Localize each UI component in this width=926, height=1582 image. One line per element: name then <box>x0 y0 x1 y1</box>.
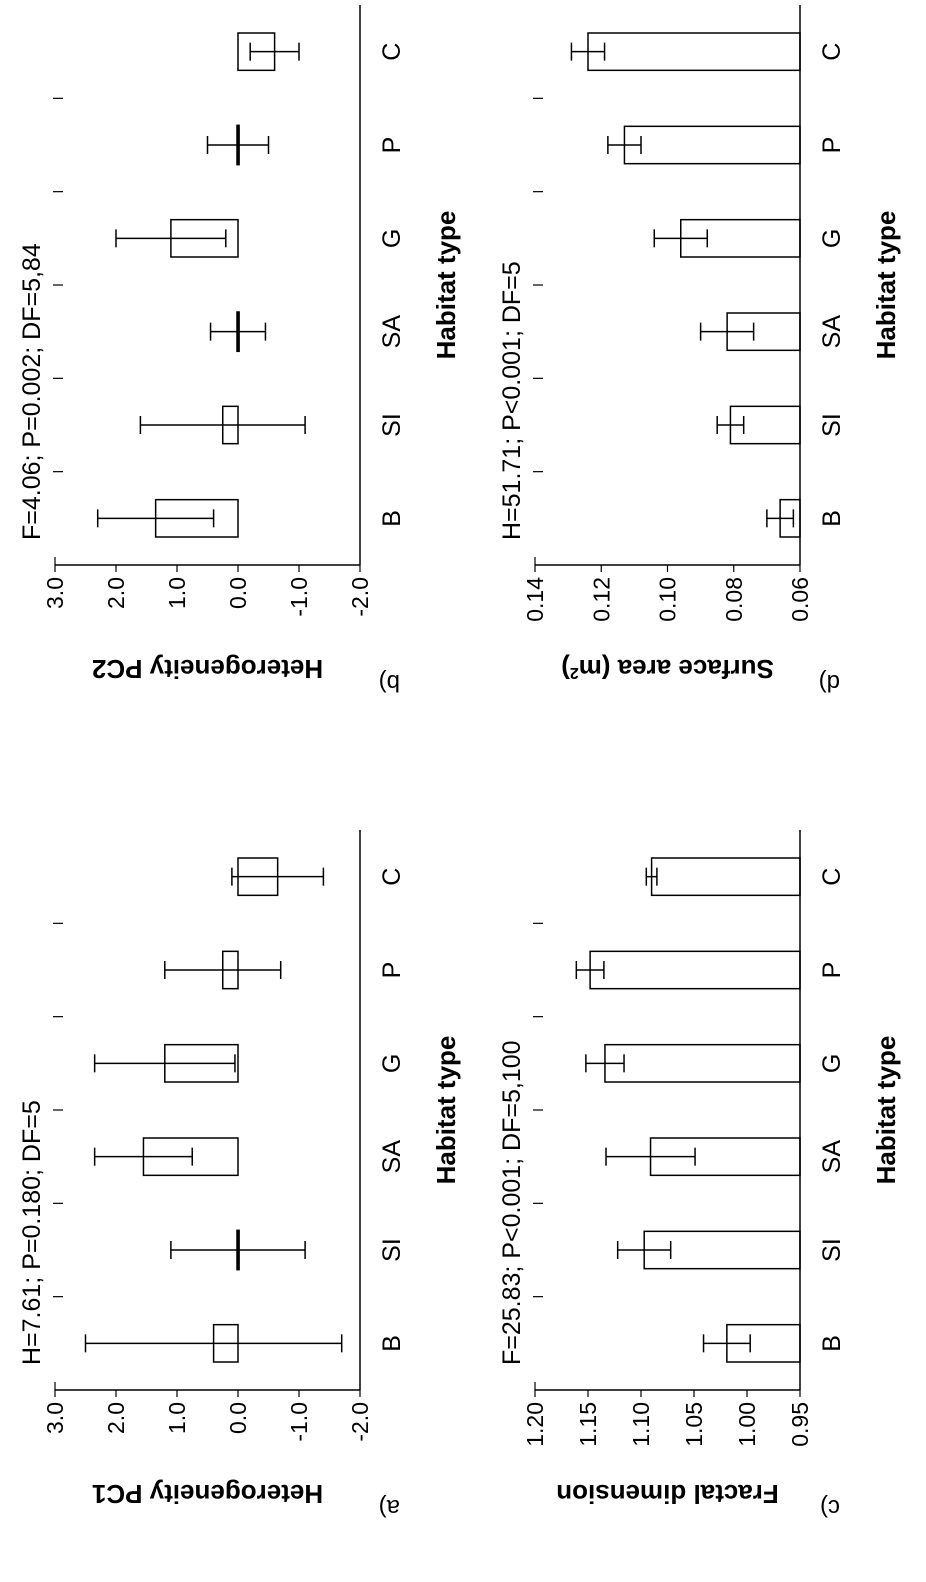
y-tick-label: 3.0 <box>42 1402 68 1434</box>
y-tick-label: 0.10 <box>655 577 681 622</box>
category-label: SI <box>818 413 846 437</box>
y-axis-title: Heterogeneity PC1 <box>92 1479 323 1509</box>
stat-annotation: F=25.83; P<0.001; DF=5,100 <box>498 1040 526 1365</box>
y-axis-title: Fractal dimension <box>556 1479 779 1509</box>
panel-label: b) <box>379 669 400 696</box>
y-tick-label: 2.0 <box>103 1402 129 1434</box>
category-label: C <box>818 43 846 61</box>
y-tick-label: 0.0 <box>225 1402 251 1434</box>
category-label: C <box>818 868 846 886</box>
chart-marks: 0.95 1.00 1.05 1.10 1.15 1.20 B SI SA G P C <box>522 830 846 1447</box>
category-label: P <box>818 137 846 154</box>
y-tick-label: 0.08 <box>721 577 747 622</box>
y-tick-label: 1.15 <box>575 1402 601 1447</box>
chart-marks: -2.0 -1.0 0.0 1.0 2.0 3.0 B SI SA G P C <box>42 5 406 617</box>
bar <box>623 125 801 165</box>
y-tick-label: 1.10 <box>628 1402 654 1447</box>
stat-annotation: H=51.71; P<0.001; DF=5 <box>498 261 526 540</box>
y-tick-label: 0.95 <box>787 1402 813 1447</box>
y-axis-title-end: ) <box>561 654 570 684</box>
category-label: SI <box>378 413 406 437</box>
y-tick-label: 3.0 <box>42 577 68 609</box>
panel-b: b) Heterogeneity PC2 Habitat type F=4.06… <box>18 5 461 696</box>
category-label: P <box>818 962 846 979</box>
x-axis-title: Habitat type <box>871 1036 901 1185</box>
y-tick-label: -1.0 <box>286 577 312 617</box>
category-label: P <box>378 137 406 154</box>
bar <box>587 32 801 72</box>
y-tick-label: -1.0 <box>286 1402 312 1442</box>
category-label: SA <box>378 1140 406 1174</box>
x-axis-title: Habitat type <box>431 1036 461 1185</box>
category-label: SA <box>818 315 846 349</box>
category-label: B <box>818 510 846 527</box>
y-tick-label: 0.06 <box>787 577 813 622</box>
category-label: B <box>818 1335 846 1352</box>
y-tick-label: -2.0 <box>347 1402 373 1442</box>
category-label: C <box>378 43 406 61</box>
panel-label: c) <box>820 1494 840 1521</box>
category-label: G <box>818 229 846 248</box>
category-label: B <box>378 510 406 527</box>
y-tick-label: 1.00 <box>734 1402 760 1447</box>
chart-marks: -2.0 -1.0 0.0 1.0 2.0 3.0 B SI SA G P C <box>42 830 406 1442</box>
stat-annotation: F=4.06; P=0.002; DF=5,84 <box>18 243 46 540</box>
x-axis-title: Habitat type <box>871 211 901 360</box>
y-tick-label: 1.0 <box>164 577 190 609</box>
panel-label: a) <box>379 1494 400 1521</box>
category-label: C <box>378 868 406 886</box>
y-tick-label: 0.0 <box>225 577 251 609</box>
stat-annotation: H=7.61; P=0.180; DF=5 <box>18 1100 46 1365</box>
y-axis-title-main: Surface area (m <box>579 654 774 684</box>
y-tick-label: 1.05 <box>681 1402 707 1447</box>
y-axis-title: Heterogeneity PC2 <box>92 654 323 684</box>
y-tick-label: 2.0 <box>103 577 129 609</box>
y-axis-title-superscript: 2 <box>570 665 579 682</box>
category-label: SI <box>378 1238 406 1262</box>
category-label: G <box>378 1054 406 1073</box>
category-label: G <box>818 1054 846 1073</box>
y-tick-label: 0.14 <box>522 577 548 622</box>
category-label: G <box>378 229 406 248</box>
bar <box>589 950 801 990</box>
y-tick-label: 1.20 <box>522 1402 548 1447</box>
y-axis-title: Surface area (m2) <box>561 654 774 684</box>
y-tick-label: -2.0 <box>347 577 373 617</box>
panel-a: a) Heterogeneity PC1 Habitat type H=7.61… <box>18 830 461 1521</box>
bar <box>650 857 801 897</box>
panel-c: c) Fractal dimension Habitat type F=25.8… <box>498 830 901 1521</box>
category-label: SA <box>378 315 406 349</box>
x-axis-title: Habitat type <box>431 211 461 360</box>
panel-label: d) <box>819 669 840 696</box>
y-tick-label: 1.0 <box>164 1402 190 1434</box>
panel-d: d) Surface area (m2) Habitat type H=51.7… <box>498 5 901 696</box>
category-label: SI <box>818 1238 846 1262</box>
bar <box>604 1043 801 1083</box>
category-label: SA <box>818 1140 846 1174</box>
category-label: B <box>378 1335 406 1352</box>
y-tick-label: 0.12 <box>588 577 614 622</box>
category-label: P <box>378 962 406 979</box>
chart-marks: 0.06 0.08 0.10 0.12 0.14 B SI SA G P C <box>522 5 846 622</box>
